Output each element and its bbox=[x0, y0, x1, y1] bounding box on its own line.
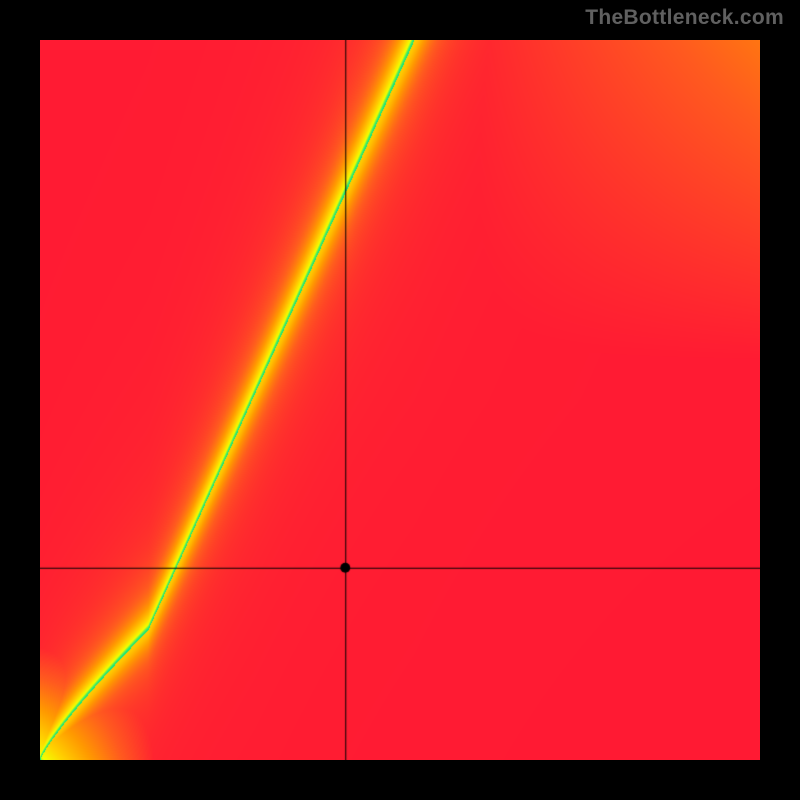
watermark-text: TheBottleneck.com bbox=[585, 6, 784, 30]
bottleneck-heatmap bbox=[40, 40, 760, 760]
chart-container: TheBottleneck.com bbox=[0, 0, 800, 800]
